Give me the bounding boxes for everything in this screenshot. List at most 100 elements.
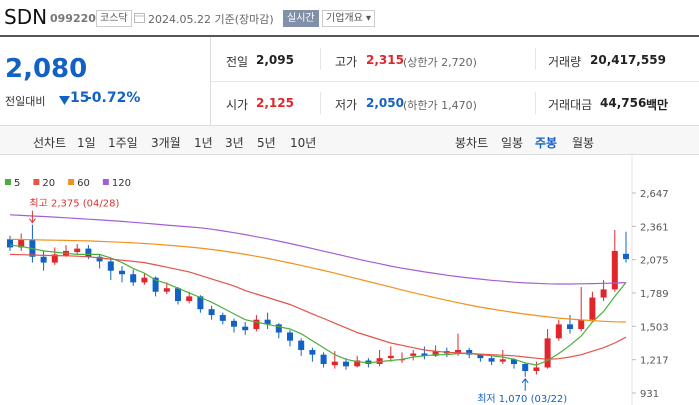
y-tick-label: 1,503: [640, 322, 669, 333]
candle-body: [477, 354, 484, 359]
candle-body: [432, 351, 439, 356]
legend-swatch: [5, 179, 11, 185]
calendar-icon: [134, 13, 145, 23]
candle-body: [96, 256, 103, 262]
down-arrow: [59, 96, 70, 105]
tab[interactable]: 1년: [194, 136, 213, 150]
tab[interactable]: 3년: [225, 136, 244, 150]
candle-body: [119, 270, 125, 275]
candle-body: [141, 277, 148, 283]
amount-label: 거래대금: [548, 98, 593, 112]
candle-body: [40, 256, 47, 263]
tab[interactable]: 월봉: [572, 136, 595, 150]
stock-code: 099220: [50, 12, 96, 25]
y-tick-label: 1,789: [640, 289, 669, 300]
candle-body: [18, 239, 25, 248]
candle-body: [611, 250, 618, 290]
tab[interactable]: 주봉: [535, 136, 558, 150]
legend-swatch: [102, 179, 109, 185]
date: 2024.05.22 기준(장마감): [148, 13, 274, 26]
prev-close-label: 전일: [226, 55, 249, 69]
candle-body: [264, 319, 271, 325]
tab-bar: [0, 125, 699, 155]
candle-body: [533, 367, 540, 371]
change: 15: [70, 90, 90, 106]
divider: [320, 48, 321, 70]
tab[interactable]: 3개월: [151, 136, 181, 150]
tab[interactable]: 1주일: [108, 136, 138, 150]
legend-swatch: [33, 179, 40, 185]
current-price: 2,080: [5, 54, 88, 84]
candle-body: [130, 274, 137, 283]
candle-body: [51, 254, 58, 263]
candle-body: [309, 349, 316, 355]
candle-body: [623, 253, 629, 260]
candle-body: [421, 353, 428, 356]
low: 2,050: [366, 96, 404, 110]
candle-body: [298, 340, 305, 350]
lower-limit: (하한가 1,470): [403, 99, 477, 112]
candle-body: [387, 355, 394, 359]
volume: 20,417,559: [590, 53, 666, 67]
y-tick-label: 2,075: [640, 256, 669, 267]
candle-body: [152, 277, 159, 292]
candle-body: [567, 324, 573, 330]
legend-label: 5: [14, 178, 20, 189]
legend-swatch: [68, 179, 75, 185]
candle-body: [410, 353, 417, 356]
candle-body: [219, 315, 226, 321]
market-badge: 코스닥: [96, 10, 132, 27]
candle-body: [511, 359, 517, 364]
tab[interactable]: 10년: [290, 136, 317, 150]
ma-line: [9, 238, 627, 323]
realtime-badge[interactable]: 실시간: [283, 10, 319, 27]
low-label: 저가: [335, 98, 358, 112]
candle-body: [578, 319, 585, 330]
candle-body: [287, 332, 293, 341]
divider: [535, 48, 536, 70]
volume-label: 거래량: [548, 55, 582, 69]
high: 2,315: [366, 53, 404, 67]
candle-body: [600, 289, 607, 298]
ma-line: [9, 253, 627, 360]
high-label: 고가: [335, 55, 358, 69]
stock-name: SDN: [4, 5, 48, 29]
divider: [320, 92, 321, 114]
candle-body: [320, 354, 327, 364]
divider: [535, 92, 536, 114]
amount: 44,756: [600, 96, 647, 110]
legend-label: 60: [77, 178, 90, 189]
candle-body: [231, 320, 237, 327]
overview-label: 기업개요: [326, 13, 363, 24]
candle-body: [7, 239, 13, 248]
tab[interactable]: 1일: [77, 136, 96, 150]
annotation-low: 최저 1,070 (03/22): [477, 393, 567, 405]
overview-button[interactable]: 기업개요 ▾: [322, 10, 376, 27]
candle-body: [175, 288, 181, 302]
prev-close: 2,095: [256, 53, 294, 67]
candle-body: [343, 361, 349, 367]
line-chart-label: 선차트: [33, 136, 67, 150]
y-tick-label: 931: [640, 389, 659, 400]
ma-line: [9, 214, 627, 285]
candle-body: [163, 288, 170, 292]
upper-limit: (상한가 2,720): [403, 56, 477, 69]
annotation-arrowhead: [29, 218, 36, 224]
candle-body: [522, 363, 529, 371]
candle-body: [589, 297, 596, 320]
open-label: 시가: [226, 98, 249, 112]
legend-label: 20: [42, 178, 55, 189]
tab: 봉차트: [455, 136, 489, 150]
tab[interactable]: 일봉: [501, 136, 524, 150]
legend-label: 120: [112, 178, 131, 189]
candle-body: [107, 261, 114, 271]
change-pct: -0.72%: [86, 90, 141, 106]
ma-line: [9, 244, 627, 366]
candle-body: [85, 248, 92, 257]
candle-body: [275, 324, 282, 333]
header-rule: [0, 35, 699, 37]
candle-body: [242, 326, 249, 331]
tab[interactable]: 5년: [257, 136, 276, 150]
change-label: 전일대비: [5, 95, 46, 108]
